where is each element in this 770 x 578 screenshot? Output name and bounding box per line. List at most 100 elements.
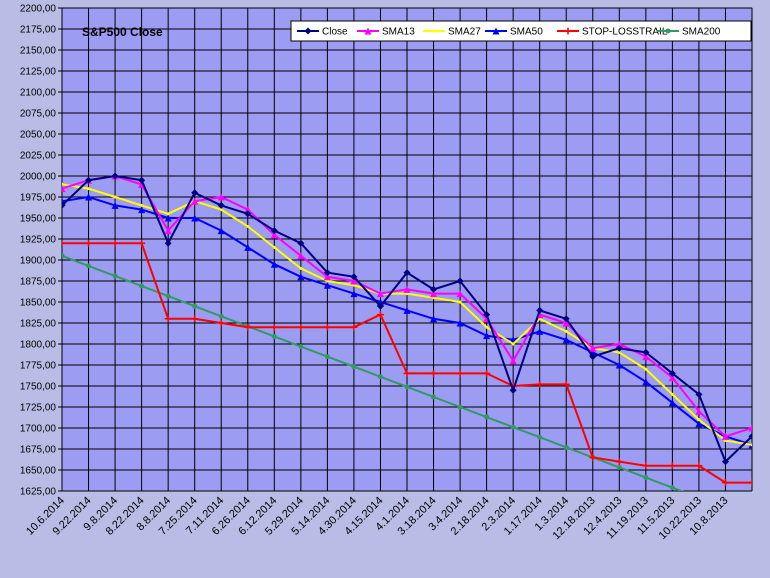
y-tick-label: 1925,00 <box>20 235 57 246</box>
marker <box>483 369 491 377</box>
marker <box>246 224 250 228</box>
marker <box>244 323 252 331</box>
marker <box>750 443 752 447</box>
marker <box>403 285 411 293</box>
y-tick-label: 2100,00 <box>20 88 57 99</box>
marker <box>695 420 703 428</box>
marker <box>191 315 199 323</box>
legend: Close SMA13 SMA27 SMA50 STOP-LOSSTRAIL SMA200 <box>297 27 721 38</box>
marker <box>111 201 119 209</box>
marker <box>297 273 305 281</box>
marker <box>217 193 225 201</box>
marker <box>244 206 252 214</box>
marker <box>304 27 312 35</box>
marker <box>484 414 490 420</box>
marker <box>138 176 146 184</box>
marker <box>62 182 64 186</box>
marker <box>483 332 491 340</box>
marker <box>217 201 225 209</box>
marker <box>536 327 544 335</box>
marker <box>164 227 172 235</box>
marker <box>536 380 544 388</box>
series-layer <box>62 172 752 491</box>
y-tick-label: 2025,00 <box>20 151 57 162</box>
marker <box>509 357 517 365</box>
legend-box <box>290 20 752 42</box>
y-tick-label: 2175,00 <box>20 25 57 36</box>
marker <box>589 453 597 461</box>
y-tick-label: 1825,00 <box>20 319 57 330</box>
marker <box>297 252 305 260</box>
marker <box>456 290 464 298</box>
marker <box>85 193 93 201</box>
marker <box>191 214 199 222</box>
marker <box>537 434 543 440</box>
marker <box>564 329 568 333</box>
legend-label: SMA200 <box>682 27 721 38</box>
marker <box>272 245 276 249</box>
marker <box>616 464 622 470</box>
marker <box>111 239 119 247</box>
marker <box>643 475 649 481</box>
marker <box>562 336 570 344</box>
y-tick-label: 1975,00 <box>20 193 57 204</box>
marker <box>695 407 703 415</box>
marker <box>432 29 436 33</box>
marker <box>376 290 384 298</box>
marker <box>299 266 303 270</box>
marker <box>270 323 278 331</box>
marker <box>456 319 464 327</box>
marker <box>62 185 66 193</box>
y-tick-label: 1650,00 <box>20 466 57 477</box>
grid <box>61 7 753 492</box>
marker <box>298 344 304 350</box>
marker <box>642 353 650 361</box>
y-tick-label: 2075,00 <box>20 109 57 120</box>
legend-label: SMA50 <box>510 27 543 38</box>
y-tick-label: 2050,00 <box>20 130 57 141</box>
marker <box>138 206 146 214</box>
marker <box>165 293 171 299</box>
marker <box>217 227 225 235</box>
marker <box>748 424 752 432</box>
marker <box>323 281 331 289</box>
y-tick-label: 1875,00 <box>20 277 57 288</box>
marker <box>668 369 676 377</box>
marker <box>562 319 570 327</box>
marker <box>403 269 411 277</box>
y-tick-label: 1900,00 <box>20 256 57 267</box>
marker <box>351 364 357 370</box>
marker <box>589 344 597 352</box>
y-tick-label: 1625,00 <box>20 487 57 498</box>
marker <box>668 374 676 382</box>
marker <box>62 201 66 209</box>
marker <box>403 369 411 377</box>
marker <box>270 231 278 239</box>
marker <box>430 285 438 293</box>
marker <box>562 315 570 323</box>
y-tick-label: 1800,00 <box>20 340 57 351</box>
marker <box>164 239 172 247</box>
marker <box>403 306 411 314</box>
y-tick-label: 1675,00 <box>20 445 57 456</box>
marker <box>644 367 648 371</box>
marker <box>138 239 146 247</box>
marker <box>297 239 305 247</box>
y-tick-label: 1850,00 <box>20 298 57 309</box>
marker <box>564 27 572 35</box>
marker <box>458 300 462 304</box>
marker <box>271 333 277 339</box>
marker <box>695 390 703 398</box>
marker <box>669 485 675 491</box>
y-tick-label: 1950,00 <box>20 214 57 225</box>
marker <box>244 243 252 251</box>
marker <box>456 369 464 377</box>
marker <box>430 315 438 323</box>
marker <box>86 263 92 269</box>
legend-label: STOP-LOSSTRAIL <box>582 27 668 38</box>
marker <box>615 458 623 466</box>
marker <box>364 27 372 35</box>
legend-label: Close <box>322 27 348 38</box>
marker <box>642 378 650 386</box>
